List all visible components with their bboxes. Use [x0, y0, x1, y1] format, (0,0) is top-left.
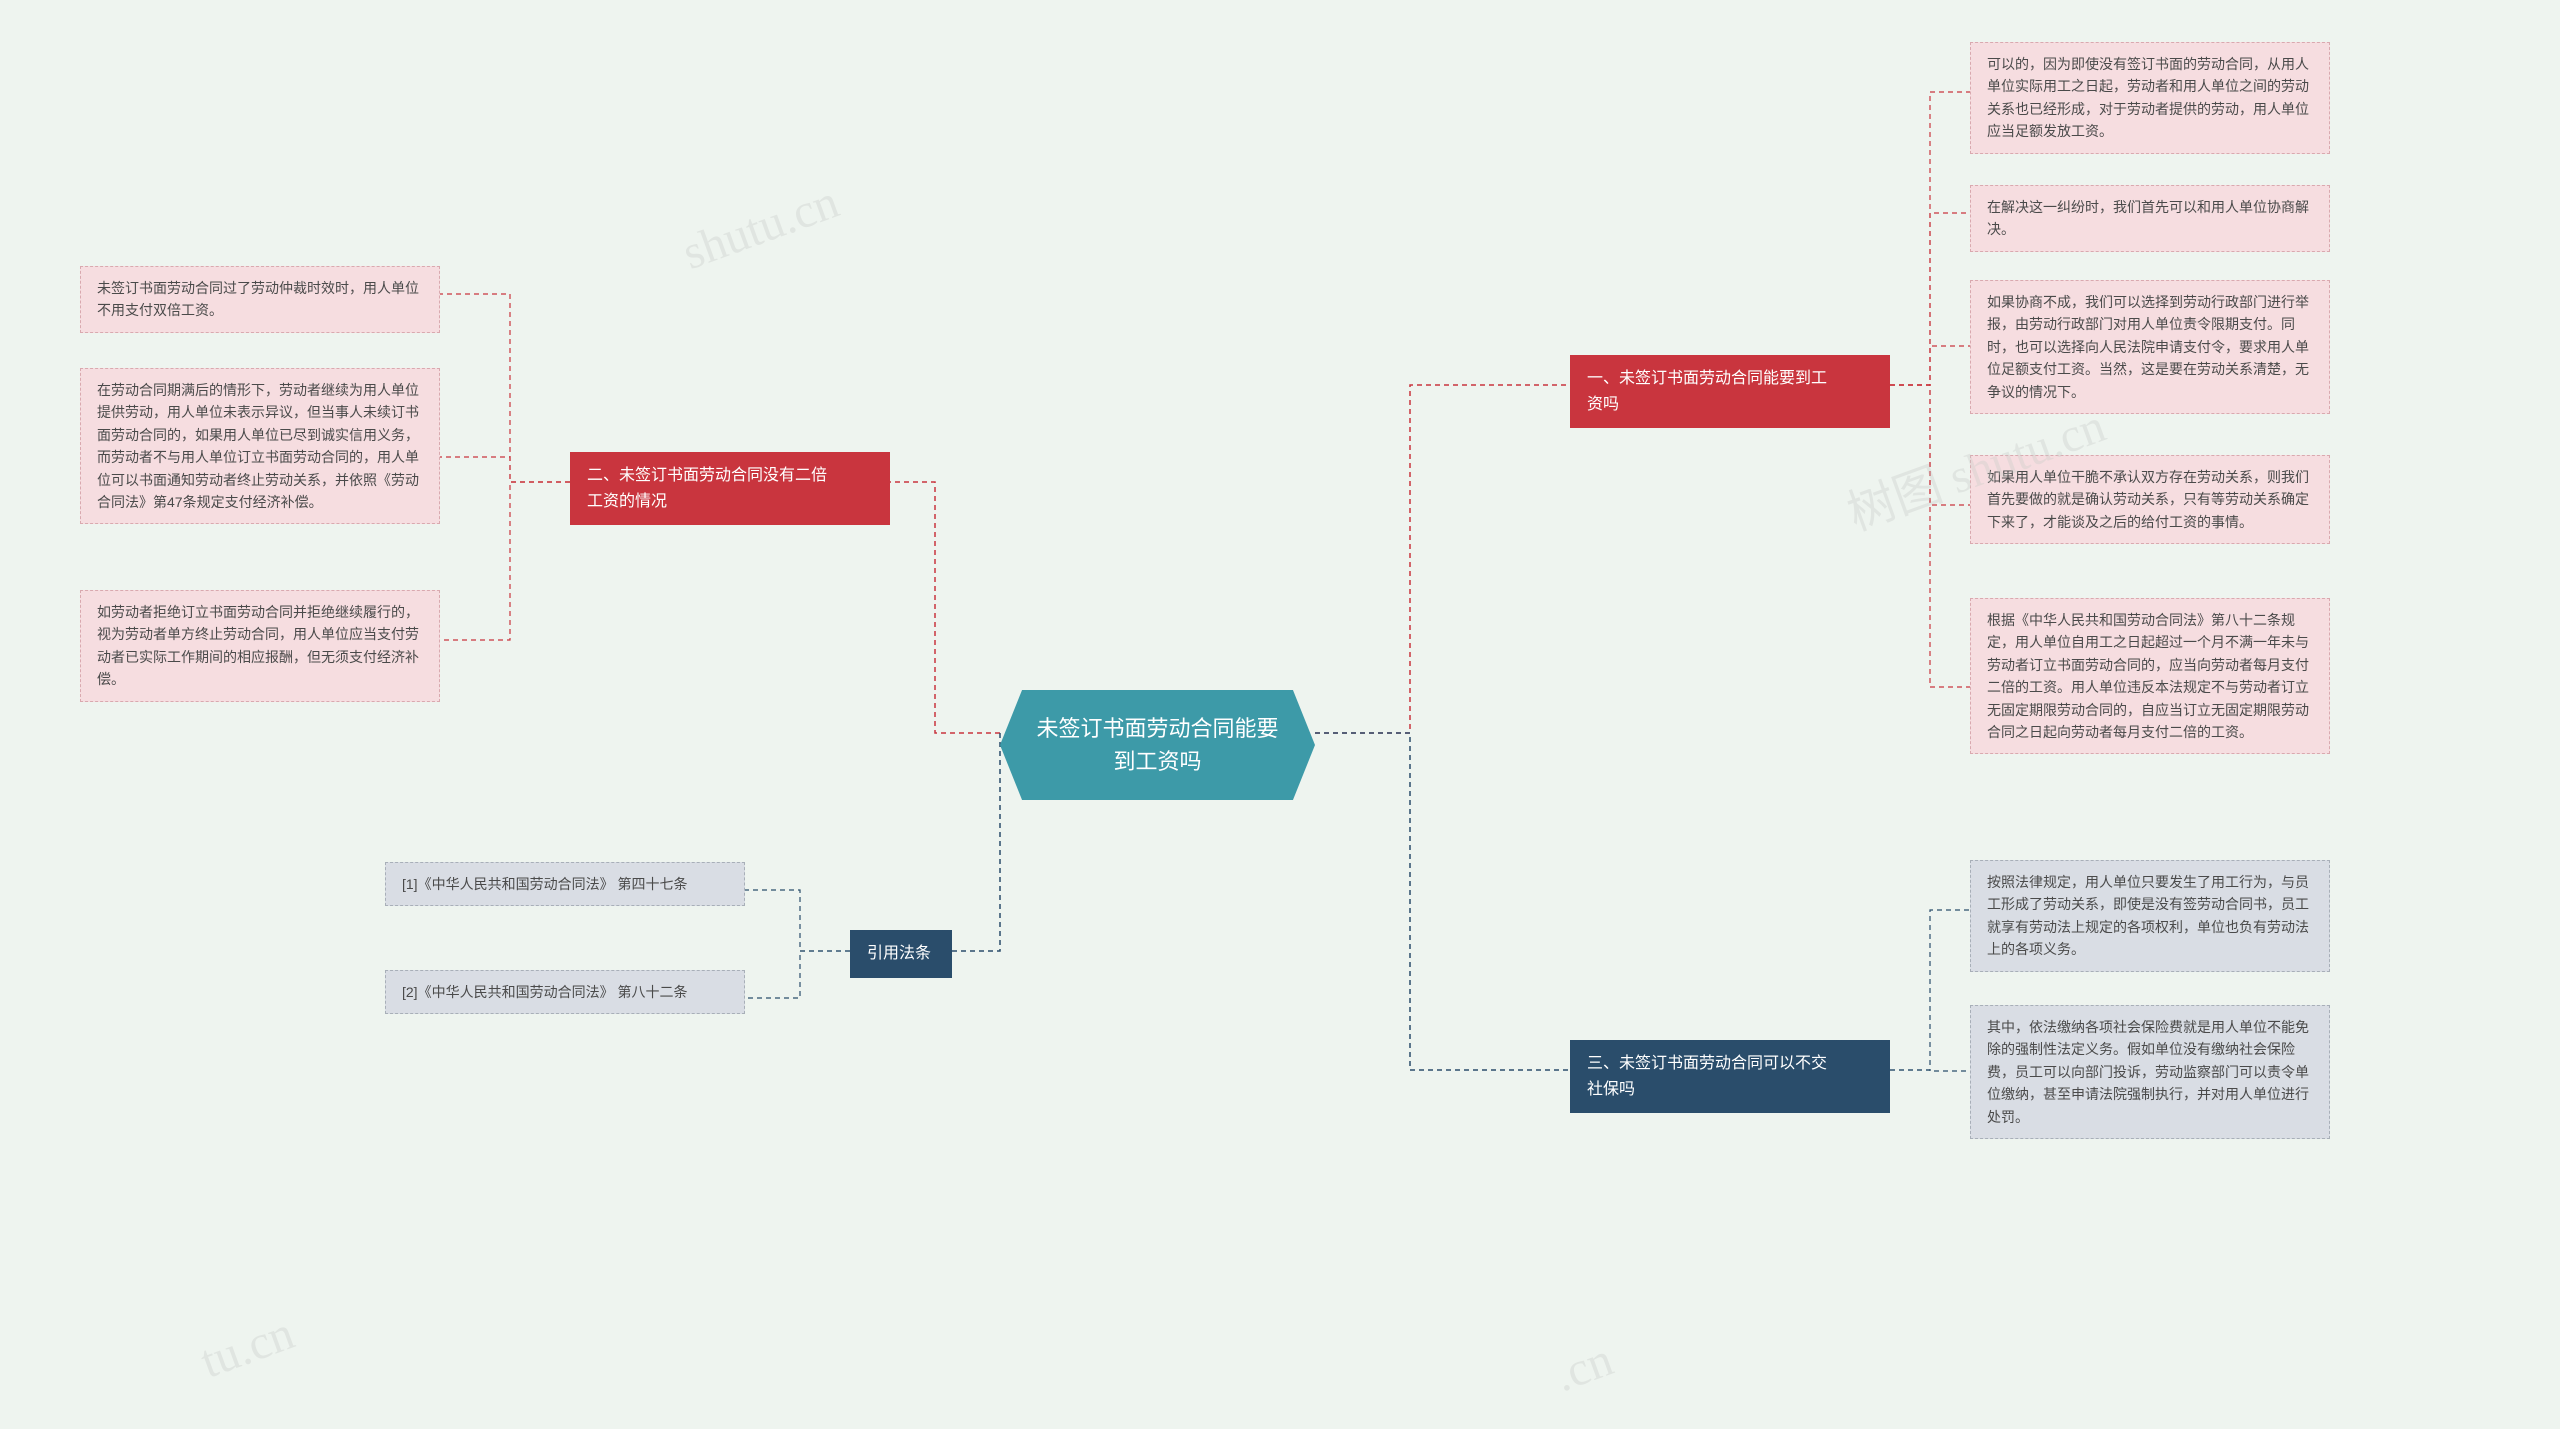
branch-r2: 三、未签订书面劳动合同可以不交社保吗: [1570, 1040, 1890, 1113]
leaf-r1-4: 根据《中华人民共和国劳动合同法》第八十二条规定，用人单位自用工之日起超过一个月不…: [1970, 598, 2330, 754]
leaf-r2-1: 其中，依法缴纳各项社会保险费就是用人单位不能免除的强制性法定义务。假如单位没有缴…: [1970, 1005, 2330, 1139]
branch-l2: 引用法条: [850, 930, 952, 978]
watermark-3: tu.cn: [193, 1305, 301, 1389]
branch-l2-title: 引用法条: [867, 945, 931, 962]
leaf-l1-0: 未签订书面劳动合同过了劳动仲裁时效时，用人单位不用支付双倍工资。: [80, 266, 440, 333]
leaf-r1-3: 如果用人单位干脆不承认双方存在劳动关系，则我们首先要做的就是确认劳动关系，只有等…: [1970, 455, 2330, 544]
center-node: 未签订书面劳动合同能要到工资吗: [1000, 690, 1315, 800]
watermark-0: shutu.cn: [675, 174, 845, 281]
leaf-r1-2: 如果协商不成，我们可以选择到劳动行政部门进行举报，由劳动行政部门对用人单位责令限…: [1970, 280, 2330, 414]
leaf-r1-1: 在解决这一纠纷时，我们首先可以和用人单位协商解决。: [1970, 185, 2330, 252]
leaf-l2-1: [2]《中华人民共和国劳动合同法》 第八十二条: [385, 970, 745, 1014]
leaf-l1-2: 如劳动者拒绝订立书面劳动合同并拒绝继续履行的，视为劳动者单方终止劳动合同，用人单…: [80, 590, 440, 702]
center-title: 未签订书面劳动合同能要到工资吗: [1036, 716, 1278, 774]
watermark-2: .cn: [1547, 1332, 1620, 1403]
branch-l1-title: 二、未签订书面劳动合同没有二倍工资的情况: [587, 467, 827, 510]
leaf-l1-1: 在劳动合同期满后的情形下，劳动者继续为用人单位提供劳动，用人单位未表示异议，但当…: [80, 368, 440, 524]
branch-r1: 一、未签订书面劳动合同能要到工资吗: [1570, 355, 1890, 428]
leaf-r1-0: 可以的，因为即使没有签订书面的劳动合同，从用人单位实际用工之日起，劳动者和用人单…: [1970, 42, 2330, 154]
leaf-r2-0: 按照法律规定，用人单位只要发生了用工行为，与员工形成了劳动关系，即使是没有签劳动…: [1970, 860, 2330, 972]
branch-l1: 二、未签订书面劳动合同没有二倍工资的情况: [570, 452, 890, 525]
branch-r1-title: 一、未签订书面劳动合同能要到工资吗: [1587, 370, 1827, 413]
leaf-l2-0: [1]《中华人民共和国劳动合同法》 第四十七条: [385, 862, 745, 906]
branch-r2-title: 三、未签订书面劳动合同可以不交社保吗: [1587, 1055, 1827, 1098]
